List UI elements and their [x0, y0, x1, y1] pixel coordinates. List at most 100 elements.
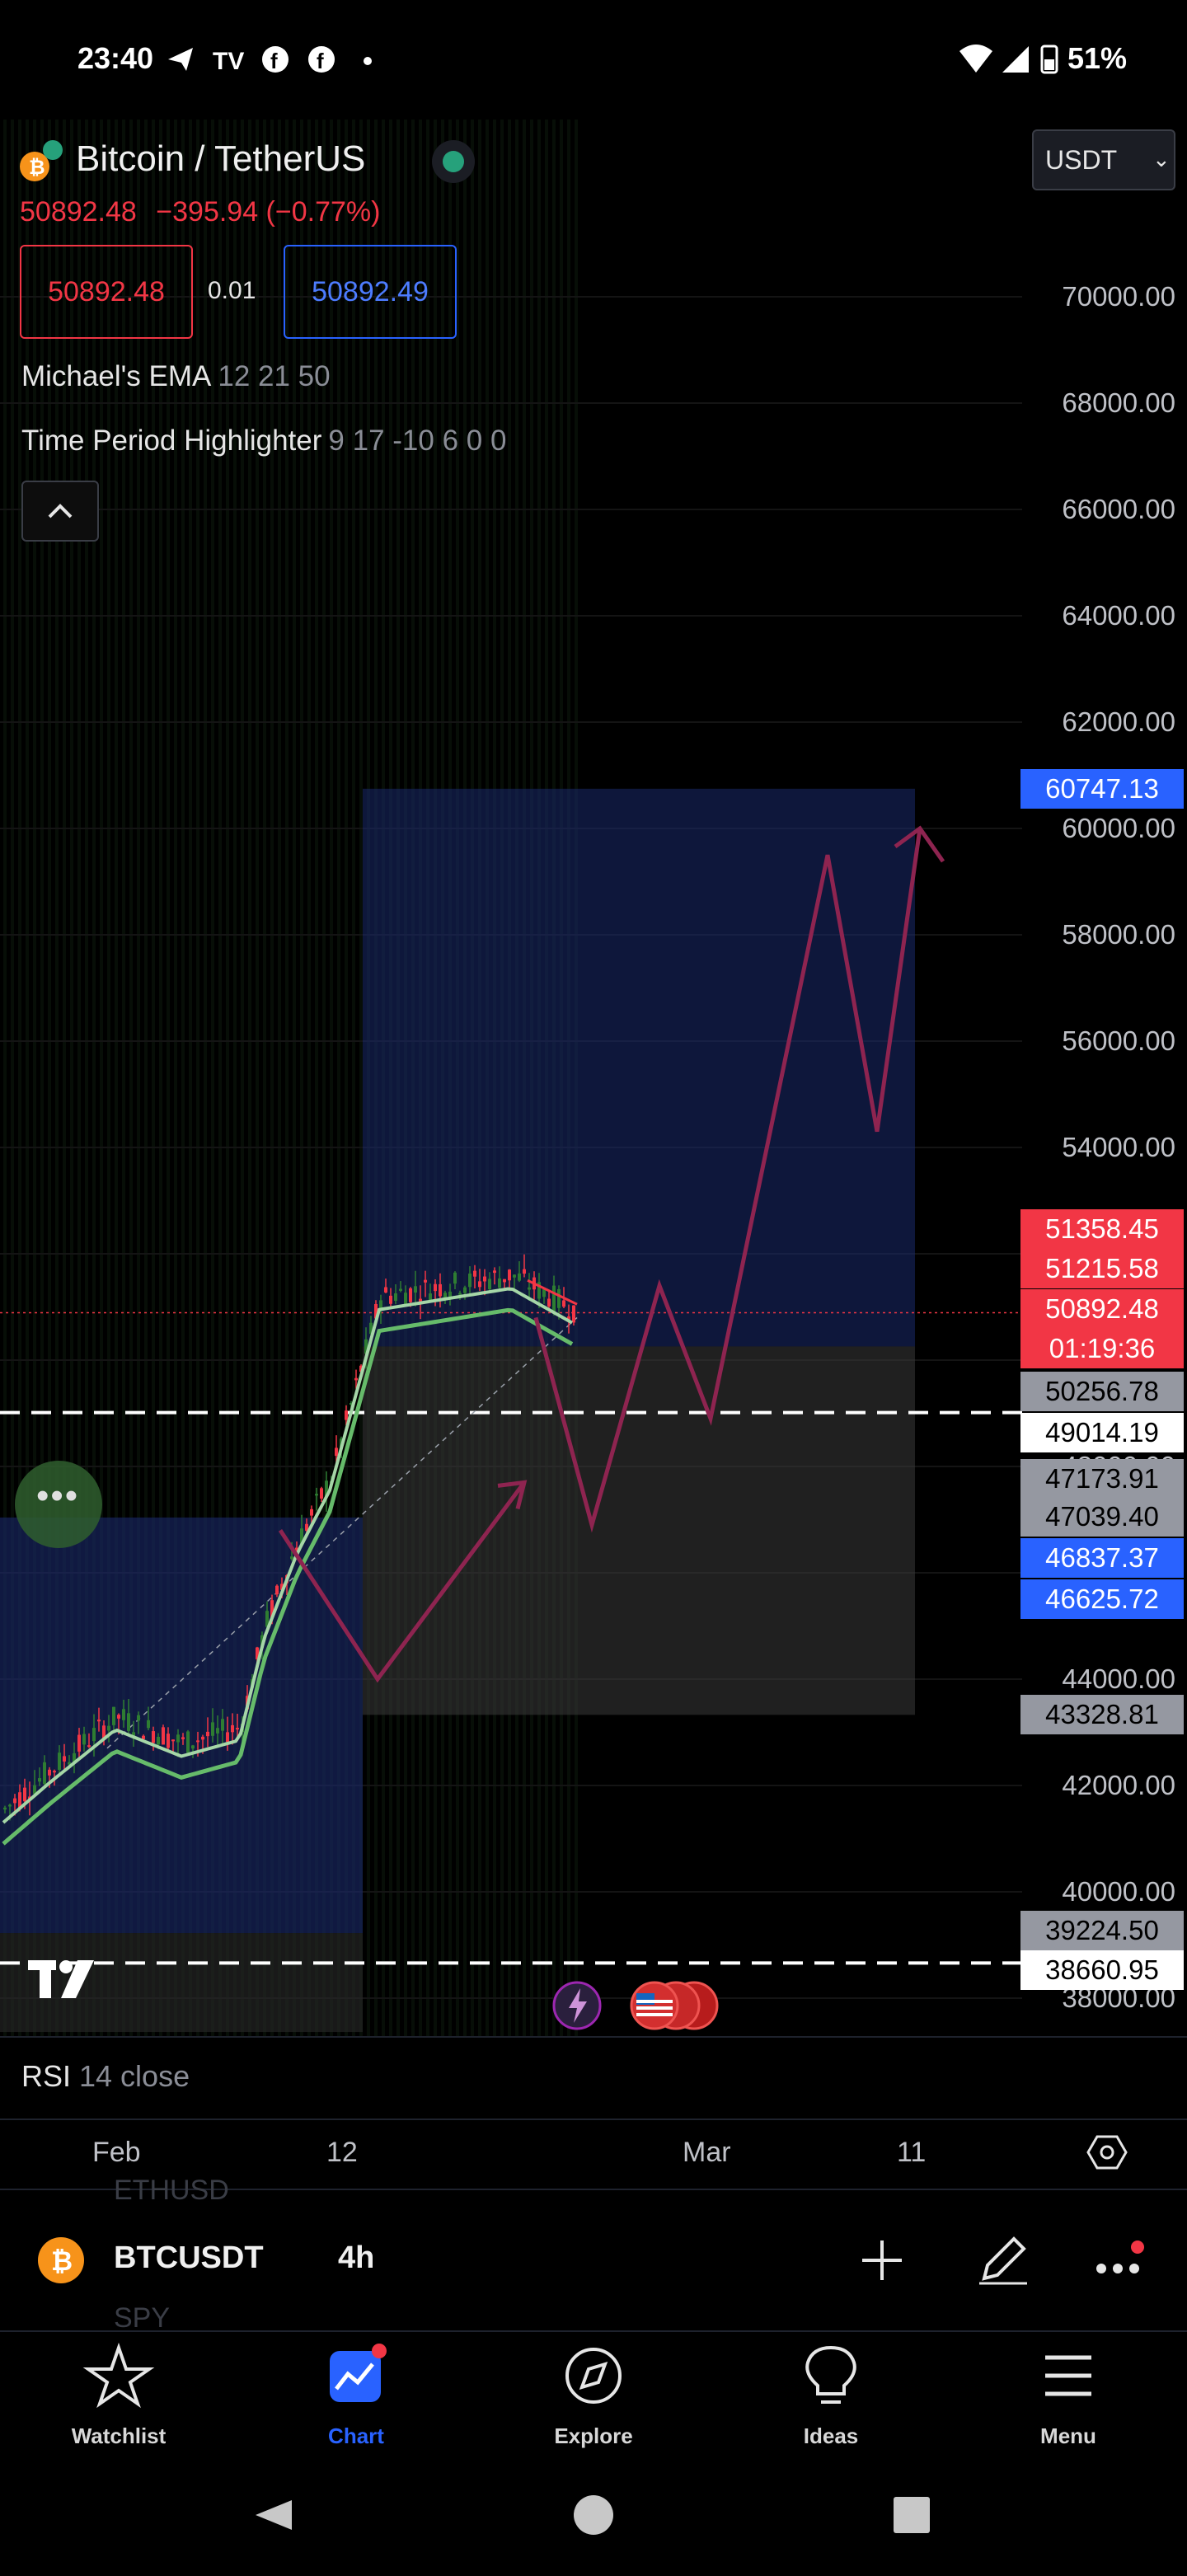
- drawing-pen-icon[interactable]: [976, 2231, 1030, 2288]
- sell-button[interactable]: 50892.48: [20, 245, 193, 339]
- candle-body: [171, 1739, 175, 1742]
- candle-body: [552, 1285, 556, 1312]
- more-options-icon[interactable]: [1093, 2237, 1146, 2287]
- indicator-time-period[interactable]: Time Period Highlighter 9 17 -10 6 0 0: [21, 425, 506, 457]
- nav-menu[interactable]: Menu: [994, 2333, 1142, 2456]
- price-tag[interactable]: 50892.48: [1020, 1289, 1184, 1329]
- add-plus-icon[interactable]: [857, 2236, 907, 2285]
- price-tag[interactable]: 46837.37: [1020, 1538, 1184, 1578]
- svg-text:TV: TV: [213, 48, 244, 75]
- price-tag[interactable]: 01:19:36: [1020, 1329, 1184, 1368]
- candle-body: [137, 1715, 140, 1721]
- status-time: 23:40: [77, 41, 154, 75]
- session-stripe: [248, 120, 251, 2036]
- price-tag[interactable]: 60747.13: [1020, 769, 1184, 809]
- candle-body: [424, 1279, 427, 1283]
- candle-body: [265, 1611, 269, 1627]
- candle-body: [404, 1293, 407, 1306]
- nav-ideas[interactable]: Ideas: [757, 2333, 905, 2456]
- system-nav-buttons[interactable]: [0, 2461, 1187, 2572]
- nav-chart[interactable]: Chart: [282, 2333, 430, 2456]
- session-stripe: [285, 120, 289, 2036]
- session-stripe: [181, 120, 185, 2036]
- session-stripe: [18, 120, 21, 2036]
- economic-events-icons[interactable]: [551, 1978, 732, 2033]
- date-label: 11: [897, 2137, 927, 2168]
- rsi-label[interactable]: RSI 14 close: [21, 2059, 190, 2094]
- session-stripe: [359, 120, 363, 2036]
- price-change-line: 50892.48 −395.94 (−0.77%): [20, 196, 380, 228]
- candle-body: [236, 1728, 239, 1730]
- candle-body: [315, 1494, 318, 1496]
- candle-body: [216, 1728, 219, 1734]
- more-actions-button[interactable]: [15, 1461, 102, 1548]
- candle-body: [201, 1736, 204, 1740]
- chart-canvas[interactable]: [0, 120, 1187, 2036]
- candle-body: [102, 1725, 106, 1740]
- session-stripe: [233, 120, 237, 2036]
- candle-body: [290, 1556, 293, 1560]
- notification-icons: TV f f: [168, 46, 372, 75]
- nav-explore[interactable]: Explore: [519, 2333, 668, 2456]
- candle-body: [221, 1719, 224, 1731]
- session-stripe: [77, 120, 81, 2036]
- svg-text:₿: ₿: [51, 2246, 73, 2276]
- svg-text:f: f: [317, 49, 324, 73]
- candle-body: [97, 1720, 101, 1722]
- price-tag[interactable]: 38660.95: [1020, 1950, 1184, 1990]
- candle-body: [191, 1745, 195, 1749]
- candle-body: [572, 1305, 575, 1323]
- rsi-params: 14 close: [79, 2059, 190, 2093]
- nav-label: Watchlist: [71, 2424, 167, 2448]
- price-chart[interactable]: [0, 120, 1187, 2036]
- back-icon: [256, 2500, 292, 2530]
- price-tag[interactable]: 49014.19: [1020, 1413, 1184, 1452]
- currency-select[interactable]: USDT: [1032, 129, 1175, 190]
- candle-body: [537, 1282, 541, 1299]
- candle-body: [429, 1293, 432, 1302]
- price-tag[interactable]: 51215.58: [1020, 1249, 1184, 1288]
- price-tick: 62000.00: [1062, 706, 1175, 737]
- nav-watchlist[interactable]: Watchlist: [45, 2333, 193, 2456]
- price-tag[interactable]: 46625.72: [1020, 1579, 1184, 1619]
- candle-body: [523, 1269, 526, 1274]
- session-stripe: [241, 120, 244, 2036]
- session-stripe: [122, 120, 125, 2036]
- settings-hexagon-icon[interactable]: [1086, 2132, 1128, 2173]
- star-icon: [82, 2342, 155, 2409]
- ghost-symbol: SPY: [114, 2302, 171, 2334]
- symbol-title[interactable]: Bitcoin / TetherUS: [76, 138, 366, 179]
- candle-body: [112, 1706, 115, 1725]
- session-stripe: [26, 120, 29, 2036]
- candle-body: [567, 1316, 570, 1320]
- candle-body: [73, 1753, 76, 1763]
- price-change: −395.94 (−0.77%): [156, 196, 381, 228]
- interval-button[interactable]: 4h: [338, 2241, 375, 2275]
- collapse-indicators-button[interactable]: [21, 481, 99, 542]
- session-stripe: [33, 120, 36, 2036]
- buy-button[interactable]: 50892.49: [284, 245, 457, 339]
- candle-body: [142, 1735, 145, 1739]
- price-tag[interactable]: 47173.91: [1020, 1459, 1184, 1499]
- price-tag[interactable]: 39224.50: [1020, 1911, 1184, 1950]
- rsi-pane[interactable]: [0, 2036, 1187, 2120]
- symbol-search-button[interactable]: BTCUSDT: [114, 2241, 264, 2275]
- wifi-signal-battery-icons: [959, 45, 1058, 74]
- session-stripe: [152, 120, 155, 2036]
- price-tick: 44000.00: [1062, 1663, 1175, 1694]
- market-status-icon[interactable]: [425, 138, 481, 185]
- indicator-ema[interactable]: Michael's EMA 12 21 50: [21, 360, 331, 393]
- price-tag[interactable]: 43328.81: [1020, 1695, 1184, 1734]
- price-tag[interactable]: 50256.78: [1020, 1372, 1184, 1411]
- candle-body: [162, 1727, 165, 1745]
- session-stripe: [307, 120, 311, 2036]
- price-tick: 70000.00: [1062, 281, 1175, 312]
- price-tick: 42000.00: [1062, 1770, 1175, 1800]
- candle-body: [43, 1762, 46, 1785]
- date-axis[interactable]: [0, 2119, 1187, 2186]
- candle-body: [107, 1725, 110, 1731]
- candle-body: [542, 1289, 546, 1297]
- price-tag[interactable]: 51358.45: [1020, 1209, 1184, 1249]
- session-stripe: [300, 120, 303, 2036]
- price-tag[interactable]: 47039.40: [1020, 1497, 1184, 1537]
